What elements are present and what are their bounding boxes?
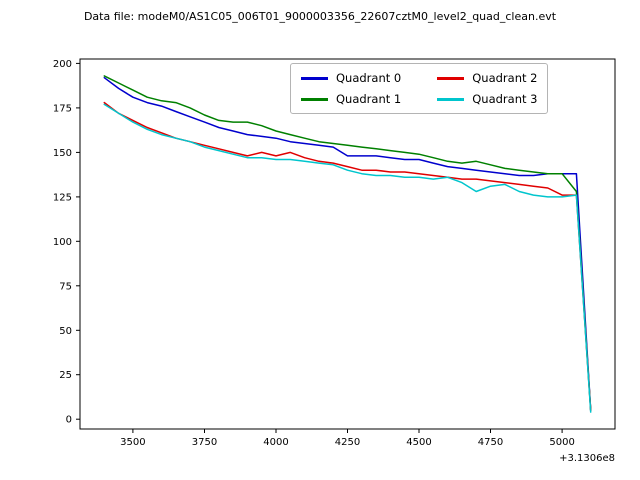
svg-text:3500: 3500 bbox=[120, 437, 145, 448]
svg-text:+3.1306e8: +3.1306e8 bbox=[559, 453, 615, 464]
quadrant-3-line-swatch bbox=[437, 97, 465, 101]
quadrant-0-line-swatch bbox=[301, 76, 328, 80]
legend-label-quadrant-3: Quadrant 3 bbox=[472, 92, 538, 106]
svg-text:4250: 4250 bbox=[335, 437, 360, 448]
legend-label-quadrant-0: Quadrant 0 bbox=[336, 71, 402, 85]
chart-title: Data file: modeM0/AS1C05_006T01_90000033… bbox=[83, 10, 557, 23]
svg-text:3750: 3750 bbox=[192, 437, 217, 448]
svg-text:4750: 4750 bbox=[478, 437, 503, 448]
svg-text:125: 125 bbox=[53, 192, 72, 203]
svg-text:5000: 5000 bbox=[549, 437, 574, 448]
quadrant-2-line-swatch bbox=[437, 76, 465, 80]
legend: Quadrant 0 Quadrant 1 Quadrant 2 Quadran… bbox=[290, 63, 549, 114]
svg-text:4500: 4500 bbox=[406, 437, 431, 448]
quadrant-1-line-swatch bbox=[301, 97, 328, 101]
legend-item-quadrant-1: Quadrant 1 bbox=[301, 92, 401, 106]
svg-text:150: 150 bbox=[53, 148, 72, 159]
svg-text:50: 50 bbox=[59, 326, 72, 337]
legend-item-quadrant-3: Quadrant 3 bbox=[437, 92, 537, 106]
svg-text:100: 100 bbox=[53, 237, 72, 248]
legend-item-quadrant-0: Quadrant 0 bbox=[301, 71, 401, 85]
svg-text:75: 75 bbox=[59, 281, 72, 292]
legend-item-quadrant-2: Quadrant 2 bbox=[437, 71, 537, 85]
svg-text:175: 175 bbox=[53, 103, 72, 114]
legend-label-quadrant-2: Quadrant 2 bbox=[472, 71, 538, 85]
svg-text:25: 25 bbox=[59, 370, 72, 381]
svg-text:200: 200 bbox=[53, 59, 72, 70]
svg-text:4000: 4000 bbox=[263, 437, 288, 448]
legend-label-quadrant-1: Quadrant 1 bbox=[336, 92, 402, 106]
svg-text:0: 0 bbox=[66, 415, 72, 426]
